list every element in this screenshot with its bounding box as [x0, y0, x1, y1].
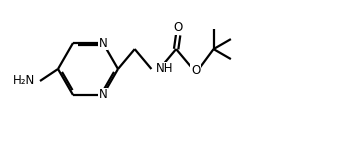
Text: NH: NH [155, 62, 173, 75]
Text: N: N [99, 37, 107, 49]
Text: H₂N: H₂N [13, 74, 35, 88]
Text: O: O [174, 21, 183, 34]
Text: N: N [99, 89, 107, 102]
Text: O: O [191, 64, 200, 78]
